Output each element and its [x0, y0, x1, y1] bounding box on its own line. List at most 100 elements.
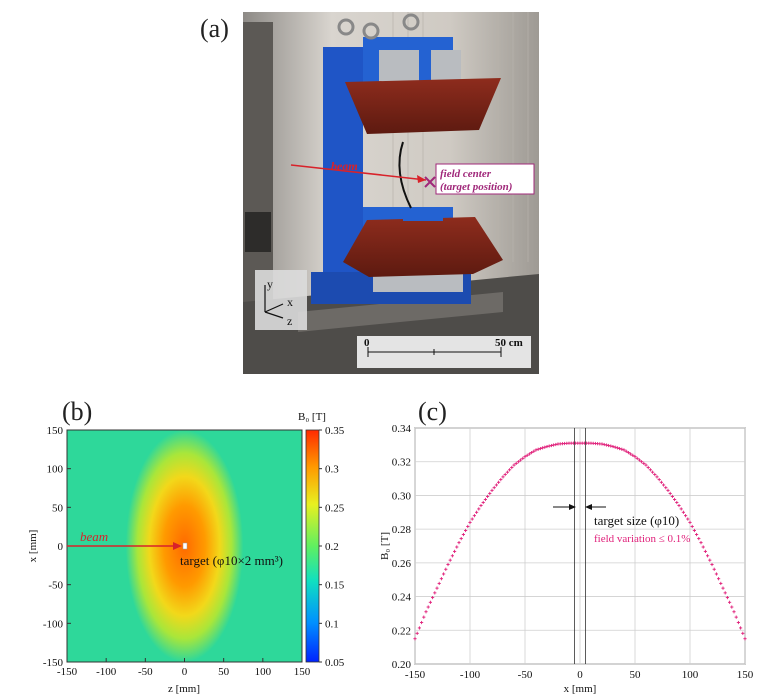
profile-point	[719, 581, 723, 586]
profile-point	[637, 458, 641, 462]
profile-point	[646, 465, 650, 470]
profile-point	[492, 486, 496, 490]
profile-point	[607, 443, 611, 448]
field-profile-chart: -150 -100 -50 0 50 100 150 0.20 0.22 0.24 0.26 0.28…	[380, 423, 754, 695]
profile-point	[536, 447, 540, 451]
profile-point	[497, 480, 501, 484]
colorbar-tick-label: 0.05	[325, 657, 345, 669]
profile-point	[739, 626, 743, 630]
lower-pole-piece	[343, 217, 503, 277]
profile-point	[488, 491, 492, 496]
profile-point	[532, 449, 536, 453]
target-size-label: target size (φ10)	[594, 513, 679, 528]
profile-point	[648, 468, 652, 472]
profile-point	[666, 488, 670, 492]
profile-point	[486, 494, 490, 499]
colorbar	[305, 429, 320, 663]
profile-point	[415, 631, 419, 635]
heatmap-x-tick-label: -50	[138, 666, 153, 678]
profile-point	[673, 497, 677, 502]
target-size-lines	[574, 428, 586, 664]
colorbar-ticks: 0.35 0.3 0.25 0.2 0.15 0.1 0.05	[319, 425, 345, 669]
heatmap-xlabel: z [mm]	[168, 683, 200, 695]
profile-point	[651, 470, 655, 474]
profile-point	[741, 631, 745, 635]
heatmap-chart: -150 -100 -50 0 50 100 150 150100500-50-100-15…	[27, 411, 345, 695]
profile-point	[686, 517, 690, 521]
profile-point	[620, 447, 624, 451]
profile-points	[413, 441, 747, 641]
target-marker	[182, 542, 188, 550]
profile-point	[519, 458, 523, 462]
profile-point	[653, 472, 657, 477]
profile-point	[725, 595, 729, 600]
profile-point	[444, 567, 448, 571]
profile-point	[481, 500, 485, 505]
scale-end: 50 cm	[495, 337, 523, 349]
heatmap-y-tick-label: 150	[47, 425, 64, 437]
profile-x-tick-label: 0	[577, 669, 583, 681]
profile-point	[659, 480, 663, 484]
profile-y-tick-label: 0.30	[392, 490, 412, 502]
profile-point	[459, 536, 463, 541]
profile-point	[468, 520, 472, 524]
heatmap-y-tick-label: 50	[52, 502, 64, 514]
axis-x-label: x	[287, 295, 293, 309]
heatmap-x-tick-label: 50	[218, 666, 230, 678]
profile-point	[697, 536, 701, 541]
profile-point	[527, 452, 531, 456]
profile-point	[422, 615, 426, 619]
profile-point	[461, 532, 465, 537]
profile-point	[477, 507, 481, 511]
profile-point	[743, 637, 747, 641]
profile-x-tick-label: 100	[682, 669, 699, 681]
profile-point	[455, 545, 459, 549]
colorbar-tick-label: 0.15	[325, 580, 345, 592]
heatmap-x-tick-label: -100	[96, 666, 117, 678]
profile-point	[736, 620, 740, 625]
colorbar-tick-label: 0.2	[325, 541, 339, 553]
profile-point	[688, 520, 692, 524]
profile-point	[706, 554, 710, 558]
profile-point	[547, 444, 551, 448]
target-position-label: (target position)	[440, 181, 512, 193]
profile-point	[631, 453, 635, 457]
profile-point	[512, 463, 516, 467]
profile-point	[615, 446, 619, 450]
profile-point	[703, 549, 707, 553]
profile-point	[708, 558, 712, 562]
profile-grid	[414, 427, 746, 665]
profile-point	[424, 610, 428, 614]
heatmap-y-tick-label: 0	[58, 541, 64, 553]
profile-point	[714, 572, 718, 576]
profile-point	[600, 442, 604, 446]
profile-point	[728, 600, 732, 604]
profile-point	[679, 507, 683, 511]
heatmap-y-tick-label: 100	[47, 464, 64, 476]
heatmap-x-tick-label: 150	[294, 666, 311, 678]
profile-point	[439, 577, 443, 581]
profile-point	[622, 448, 626, 452]
colorbar-tick-label: 0.3	[325, 464, 339, 476]
profile-point	[448, 558, 452, 562]
profile-point	[428, 600, 432, 604]
colorbar-tick-label: 0.1	[325, 618, 339, 630]
profile-point	[633, 455, 637, 459]
profile-x-tick-label: -50	[518, 669, 533, 681]
scale-start: 0	[364, 337, 370, 349]
profile-point	[514, 461, 518, 465]
heatmap-y-tick-label: -100	[43, 618, 64, 630]
profile-point	[534, 448, 538, 452]
profile-point	[723, 591, 727, 595]
profile-point	[629, 452, 633, 456]
profile-point	[609, 444, 613, 448]
profile-point	[734, 615, 738, 619]
profile-y-tick-label: 0.32	[392, 457, 411, 469]
profile-point	[692, 528, 696, 533]
heatmap-y-ticks: 150 100 50 0 -50 -100 -150	[43, 425, 71, 669]
heatmap-y-tick-label: -150	[43, 657, 64, 669]
profile-point	[525, 453, 529, 457]
profile-point	[508, 468, 512, 472]
profile-y-tick-label: 0.34	[392, 423, 412, 435]
beam-arrow	[290, 164, 427, 181]
